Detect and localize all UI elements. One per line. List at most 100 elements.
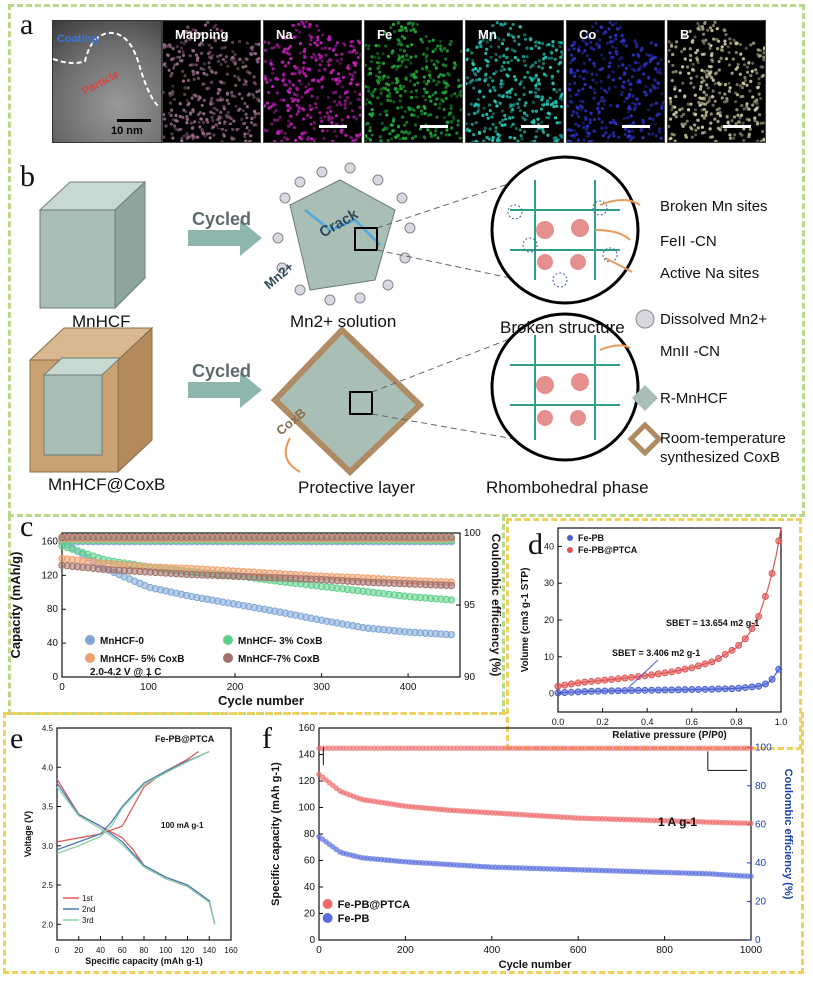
em-dot — [288, 81, 292, 85]
ce-point — [182, 533, 191, 542]
em-dot — [730, 119, 734, 123]
em-dot — [553, 116, 558, 120]
em-dot — [234, 104, 238, 108]
em-dot — [523, 118, 527, 122]
em-dot — [469, 102, 473, 106]
em-dot — [495, 104, 499, 108]
em-dot — [713, 82, 717, 86]
em-dot — [636, 54, 641, 58]
em-dot — [400, 34, 404, 39]
em-dot — [341, 75, 346, 79]
em-dot — [265, 80, 269, 84]
em-dot — [728, 86, 732, 90]
em-dot — [185, 114, 189, 119]
em-dot — [573, 71, 577, 75]
em-dot — [410, 107, 414, 111]
em-dot — [351, 50, 355, 54]
em-dot — [734, 100, 738, 104]
em-dot — [742, 107, 746, 111]
em-dot — [669, 99, 673, 104]
em-dot — [269, 58, 273, 63]
y-tick-label: 3.5 — [42, 803, 54, 812]
em-dot — [472, 86, 476, 90]
em-dot — [690, 135, 694, 139]
ce-point — [193, 533, 201, 542]
em-dot — [573, 81, 577, 85]
em-dot — [668, 117, 673, 121]
em-tile-label: B — [680, 27, 690, 42]
em-dot — [340, 128, 344, 132]
em-dot — [293, 72, 297, 76]
em-dot — [582, 126, 586, 130]
ce-point — [214, 533, 222, 542]
em-dot — [391, 128, 396, 133]
em-dot — [188, 54, 192, 58]
em-dot — [294, 28, 298, 32]
em-dot — [192, 120, 197, 124]
em-dot — [394, 67, 398, 71]
em-dot — [251, 51, 256, 55]
em-dot — [534, 40, 539, 44]
em-dot — [572, 57, 576, 61]
em-dot — [312, 121, 317, 125]
em-dot — [500, 65, 504, 69]
em-dot — [671, 63, 675, 68]
em-scale-bar — [420, 125, 448, 128]
y-tick-label: 80 — [304, 829, 316, 840]
em-dot — [761, 65, 765, 69]
x-tick-label: 140 — [203, 946, 217, 955]
em-dot — [494, 58, 498, 62]
em-dot — [702, 69, 707, 74]
em-dot — [546, 133, 550, 137]
legend-marker — [322, 899, 333, 909]
em-dot — [413, 83, 417, 87]
em-dot — [614, 33, 618, 37]
em-dot — [572, 74, 577, 78]
em-dot — [608, 120, 612, 125]
em-dot — [233, 95, 237, 99]
em-dot — [232, 137, 236, 141]
em-dot — [409, 55, 413, 59]
em-dot — [178, 102, 182, 106]
em-dot — [197, 120, 201, 124]
em-dot — [649, 88, 653, 92]
em-dot — [668, 40, 671, 44]
em-dot — [208, 55, 212, 59]
em-dot — [278, 115, 282, 119]
em-dot — [354, 51, 359, 55]
em-dot — [244, 64, 248, 68]
em-dot — [179, 40, 184, 45]
em-dot — [608, 61, 612, 65]
em-dot — [704, 73, 709, 77]
charge-curve — [56, 750, 210, 851]
em-dot — [693, 93, 697, 97]
em-dot — [631, 94, 635, 98]
em-dot — [740, 85, 745, 90]
em-dot — [214, 123, 218, 127]
em-dot — [732, 115, 737, 119]
em-dot — [244, 80, 248, 84]
em-dot — [376, 51, 380, 56]
x-tick-label: 80 — [140, 946, 149, 955]
em-dot — [337, 76, 341, 80]
em-dot — [730, 71, 734, 75]
em-dot — [210, 46, 214, 50]
em-dot — [370, 55, 374, 59]
em-dot — [335, 103, 339, 107]
isotherm-point — [775, 537, 783, 545]
ce-point — [151, 533, 160, 542]
em-dot — [444, 96, 448, 100]
em-dot — [693, 133, 698, 137]
em-dot — [308, 42, 312, 47]
em-dot — [510, 104, 514, 108]
em-dot — [439, 131, 444, 135]
em-dot — [508, 135, 512, 140]
em-dot — [419, 109, 424, 113]
isotherm-point — [708, 685, 716, 693]
em-dot — [545, 43, 549, 47]
em-dot — [618, 76, 622, 80]
em-dot — [693, 35, 697, 39]
em-dot — [675, 40, 679, 44]
em-dot — [762, 121, 765, 125]
